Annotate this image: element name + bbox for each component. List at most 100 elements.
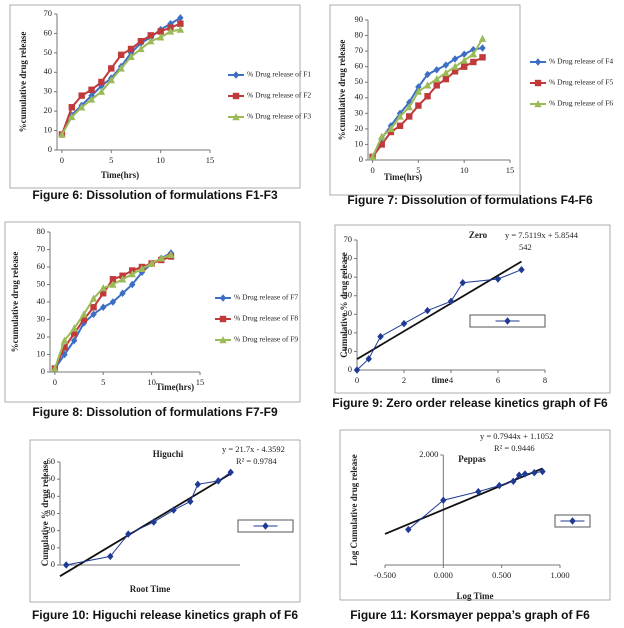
y-tick-label: 10 [47,542,56,552]
marker [406,98,413,107]
marker [98,78,105,86]
marker [405,525,412,534]
chart-title: Higuchi [153,449,184,459]
marker [51,364,59,372]
y-tick-label: 20 [47,525,56,535]
marker [108,65,115,72]
marker [475,487,482,496]
marker [433,82,440,89]
marker [138,264,146,272]
chart-frame [4,221,301,403]
marker [219,336,227,344]
y-tick-label: 30 [47,507,56,517]
marker [170,506,177,514]
marker [117,51,125,58]
marker [100,303,107,311]
y-tick-label: 40 [344,290,353,300]
marker [451,62,459,70]
marker [127,45,135,53]
marker [58,130,66,138]
x-tick-label: 2 [402,375,406,385]
marker [70,324,78,332]
trendline [384,467,543,535]
x-tick-label: 4 [449,375,454,385]
y-tick-label: 10 [344,345,353,355]
y-tick-label: 40 [355,92,364,102]
x-tick-label: 8 [543,375,547,385]
y-axis-label: %cumulative drug release [10,252,20,353]
y-tick-label: 20 [355,123,364,133]
x-tick-label: 1.000 [550,570,569,580]
y-axis-label: %cumulative drug release [18,32,28,133]
marker [156,33,165,41]
marker [539,467,546,476]
y-tick-label: 50 [44,47,53,57]
marker [406,113,413,120]
marker [353,366,361,374]
marker [118,275,127,283]
marker [157,28,164,35]
x-tick-label: 5 [109,155,113,165]
marker [396,122,404,129]
y-tick-label: 40 [44,66,53,76]
marker [496,481,503,490]
x-tick-label: 0 [355,375,359,385]
marker [521,470,529,478]
marker [70,336,78,345]
x-axis-label: Time(hrs) [156,382,194,392]
y-tick-label: 60 [37,261,46,271]
y-tick-label: 20 [37,331,46,341]
figure-caption: Figure 8: Dissolution of formulations F7… [32,405,278,419]
marker [433,66,440,74]
marker [396,112,404,120]
marker [147,37,155,45]
y-tick-label: 0 [41,366,45,376]
legend-label: % Drug release of F1 [247,70,311,79]
marker [87,95,96,103]
marker [77,103,86,111]
y-tick-label: 60 [44,27,53,37]
marker [365,355,372,363]
legend-label: % Drug release of F4 [549,57,613,66]
x-tick-label: 15 [506,165,515,175]
marker [138,268,146,276]
x-tick-label: 6 [496,375,500,385]
x-axis-label: Log Time [457,591,494,601]
marker [469,50,478,58]
marker [187,497,194,506]
marker [80,310,88,318]
marker [176,25,185,33]
marker [177,14,184,22]
marker [415,83,422,91]
marker [518,266,525,274]
legend-label: % Drug release of F2 [247,91,311,100]
marker [68,112,76,121]
marker [460,50,468,58]
chart-frame [9,4,301,189]
equation: R² = 0.9446 [494,443,535,453]
marker [177,20,184,27]
marker [194,480,201,489]
equation: y = 0.7944x + 1.1052 [480,431,553,441]
x-tick-label: -0.500 [374,570,396,580]
legend-label: % Drug release of F6 [549,99,613,108]
x-tick-label: 5 [101,377,105,387]
y-tick-label: 70 [355,45,364,55]
marker [128,270,136,278]
marker [100,290,107,297]
y-tick-label: 60 [344,253,353,263]
marker [494,275,502,283]
y-tick-label: 30 [355,107,364,117]
marker [107,76,115,84]
marker [479,44,486,52]
equation: R² = 0.9784 [236,456,277,466]
y-tick-label: 60 [47,456,56,466]
chart-title: Zero [469,230,488,240]
marker [137,38,145,45]
y-axis-label: Cumulative % drug release [40,461,50,567]
marker [61,344,68,351]
chart-frame [339,429,611,601]
marker [232,71,240,79]
legend-label: % Drug release of F7 [234,293,298,302]
marker [147,32,154,39]
